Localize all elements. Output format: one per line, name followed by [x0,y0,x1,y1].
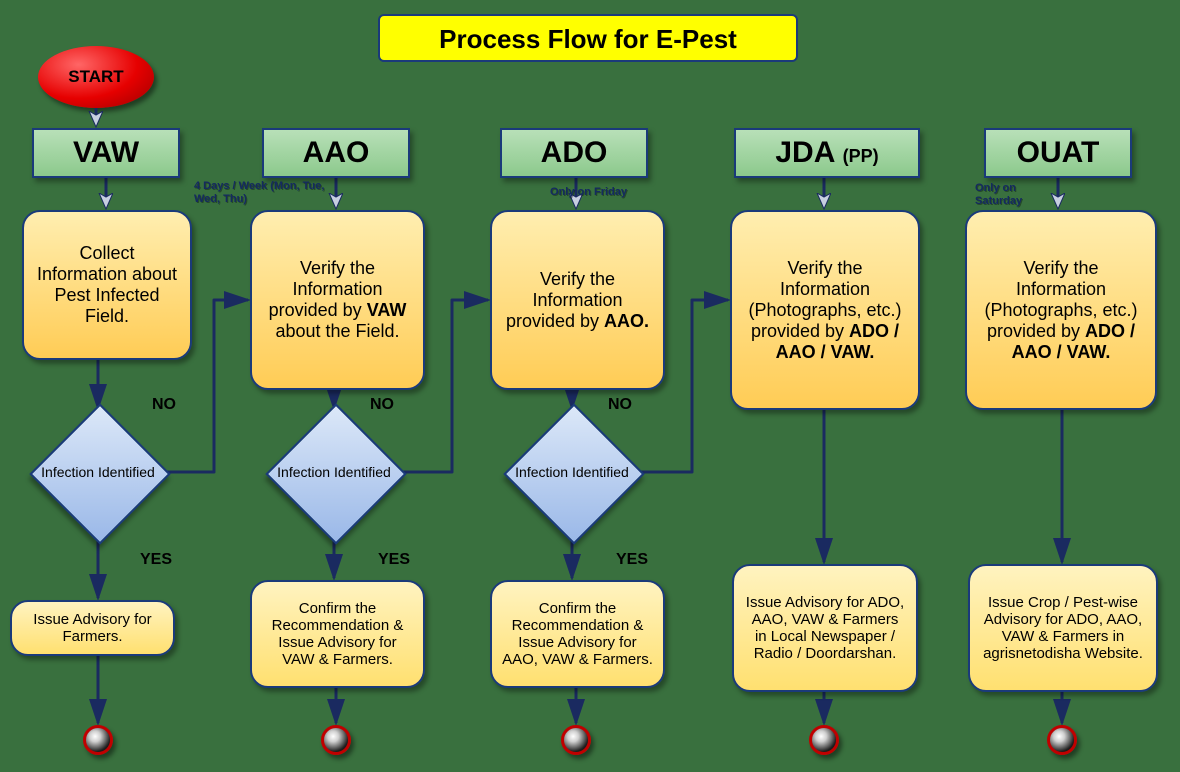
output-box-o_ouat: Issue Crop / Pest-wise Advisory for ADO,… [968,564,1158,692]
role-box-jda: JDA (PP) [734,128,920,178]
edge-label-0: NO [152,396,176,414]
end-node-e_ouat [1047,725,1077,755]
output-box-o_aao: Confirm the Recommendation & Issue Advis… [250,580,425,688]
output-box-o_jda: Issue Advisory for ADO, AAO, VAW & Farme… [732,564,918,692]
title-text: Process Flow for E-Pest [439,24,737,54]
process-box-p_jda: Verify the Information (Photographs, etc… [730,210,920,410]
role-box-ado: ADO [500,128,648,178]
start-node: START [38,46,154,108]
edge-label-1: YES [140,551,172,569]
end-node-e_vaw [83,725,113,755]
output-box-o_vaw: Issue Advisory for Farmers. [10,600,175,656]
role-label: ADO [541,136,608,170]
role-box-ouat: OUAT [984,128,1132,178]
process-text: Collect Information about Pest Infected … [34,243,180,327]
end-node-e_jda [809,725,839,755]
end-node-e_ado [561,725,591,755]
process-box-p_aao: Verify the Information provided by VAW a… [250,210,425,390]
decision-label: Infection Identified [26,424,170,520]
process-box-p_vaw: Collect Information about Pest Infected … [22,210,192,360]
start-label: START [68,67,123,87]
role-label: VAW [73,136,139,170]
edge-label-3: YES [378,551,410,569]
role-label: JDA (PP) [775,136,878,170]
end-node-e_aao [321,725,351,755]
title-box: Process Flow for E-Pest [378,14,798,62]
edge-label-4: NO [608,396,632,414]
decision-d_ado: Infection Identified [524,424,620,520]
note-2: Only on Saturday [975,182,1055,207]
output-text: Confirm the Recommendation & Issue Advis… [262,600,413,668]
process-text: Verify the Information (Photographs, etc… [977,258,1145,363]
output-text: Confirm the Recommendation & Issue Advis… [502,600,653,668]
role-label: AAO [303,136,370,170]
output-box-o_ado: Confirm the Recommendation & Issue Advis… [490,580,665,688]
process-text: Verify the Information provided by VAW a… [262,258,413,342]
decision-d_aao: Infection Identified [286,424,382,520]
output-text: Issue Advisory for ADO, AAO, VAW & Farme… [744,594,906,662]
role-box-aao: AAO [262,128,410,178]
edge-label-5: YES [616,551,648,569]
output-text: Issue Crop / Pest-wise Advisory for ADO,… [980,594,1146,662]
edge-label-2: NO [370,396,394,414]
note-0: 4 Days / Week (Mon, Tue, Wed, Thu) [194,180,332,205]
decision-label: Infection Identified [500,424,644,520]
role-label: OUAT [1017,136,1100,170]
process-text: Verify the Information provided by AAO. [502,269,653,332]
output-text: Issue Advisory for Farmers. [22,611,163,645]
decision-d_vaw: Infection Identified [50,424,146,520]
process-box-p_ouat: Verify the Information (Photographs, etc… [965,210,1157,410]
role-box-vaw: VAW [32,128,180,178]
note-1: Only on Friday [550,186,670,199]
process-text: Verify the Information (Photographs, etc… [742,258,908,363]
decision-label: Infection Identified [262,424,406,520]
process-box-p_ado: Verify the Information provided by AAO. [490,210,665,390]
